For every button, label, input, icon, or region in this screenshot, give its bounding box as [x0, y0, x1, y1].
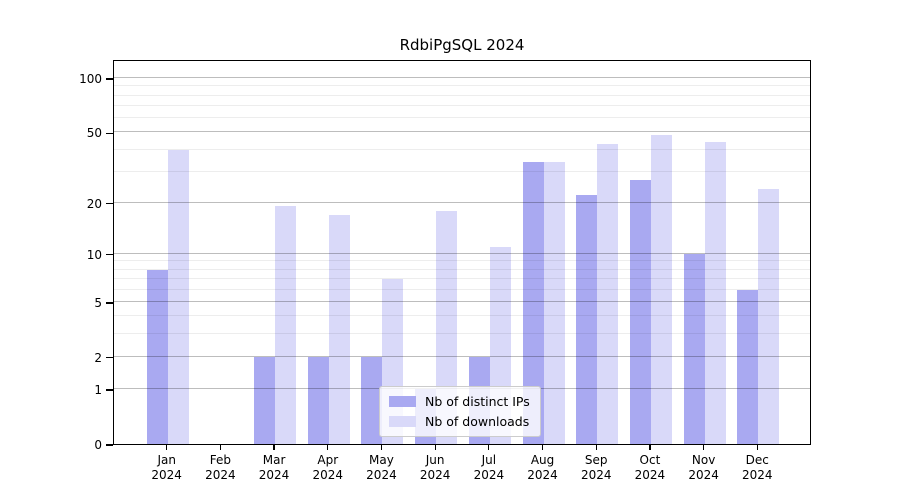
gridline-50 — [114, 131, 810, 133]
y-tick-mark — [106, 389, 113, 391]
x-tick-label-jun: Jun 2024 — [419, 453, 451, 482]
y-tick-mark — [106, 444, 113, 446]
y-tick-label-5: 5 — [94, 295, 102, 310]
y-tick-label-50: 50 — [86, 126, 102, 141]
x-tick-mark — [649, 445, 651, 450]
x-tick-mark — [541, 445, 544, 450]
x-tick-mark — [327, 445, 329, 450]
x-tick-mark — [219, 445, 221, 450]
legend: Nb of distinct IPs Nb of downloads — [379, 386, 541, 437]
y-tick-label-10: 10 — [86, 247, 102, 262]
legend-swatch-icon — [389, 396, 416, 407]
x-tick-label-nov: Nov 2024 — [688, 453, 719, 482]
y-tick-label-0: 0 — [94, 438, 102, 452]
x-tick-mark — [166, 445, 168, 450]
bar-dec-ips — [737, 289, 759, 444]
bar-nov-downloads — [704, 142, 726, 444]
bar-nov-ips — [683, 253, 705, 444]
x-tick-label-apr: Apr 2024 — [312, 453, 344, 482]
plot-area: Nb of distinct IPs Nb of downloads — [113, 60, 811, 445]
chart-title: RdbiPgSQL 2024 — [399, 36, 525, 54]
y-tick-label-1: 1 — [94, 383, 102, 398]
bar-oct-downloads — [650, 135, 672, 444]
x-tick-label-mar: Mar 2024 — [258, 453, 290, 482]
y-tick-mark — [106, 78, 113, 80]
bar-sep-downloads — [597, 143, 619, 444]
bar-may-ips — [361, 356, 383, 444]
legend-swatch-icon — [389, 416, 416, 427]
x-tick-mark — [434, 445, 436, 450]
x-tick-label-aug: Aug 2024 — [527, 453, 558, 482]
bar-aug-downloads — [543, 162, 565, 444]
bar-jun-downloads — [436, 210, 458, 444]
x-tick-label-feb: Feb 2024 — [205, 453, 236, 482]
x-tick-mark — [595, 445, 597, 450]
x-tick-label-oct: Oct 2024 — [634, 453, 666, 482]
x-tick-mark — [380, 445, 383, 450]
bar-mar-ips — [254, 356, 276, 444]
bar-sep-ips — [576, 195, 598, 444]
bar-mar-downloads — [275, 206, 297, 444]
gridline-80 — [114, 94, 810, 96]
gridline-100 — [114, 77, 810, 79]
x-tick-label-jan: Jan 2024 — [151, 453, 182, 482]
bar-jan-downloads — [167, 149, 189, 444]
y-tick-mark — [106, 302, 113, 304]
x-tick-mark — [756, 445, 758, 450]
x-tick-label-jul: Jul 2024 — [473, 453, 505, 482]
y-tick-mark — [106, 202, 113, 205]
legend-label: Nb of distinct IPs — [425, 394, 530, 409]
y-tick-label-100: 100 — [79, 72, 102, 87]
legend-item: Nb of downloads — [389, 414, 530, 429]
gridline-70 — [114, 104, 810, 106]
bar-dec-downloads — [758, 188, 780, 444]
bar-apr-ips — [307, 356, 329, 444]
bar-aug-ips — [522, 162, 544, 444]
bar-apr-downloads — [328, 214, 350, 444]
legend-item: Nb of distinct IPs — [389, 394, 530, 409]
x-tick-label-sep: Sep 2024 — [580, 453, 612, 482]
gridline-90 — [114, 85, 810, 87]
gridline-60 — [114, 117, 810, 119]
bar-jan-ips — [146, 269, 168, 444]
x-tick-mark — [703, 445, 705, 450]
y-tick-label-2: 2 — [94, 350, 102, 365]
x-tick-label-may: May 2024 — [366, 453, 397, 482]
y-tick-mark — [106, 254, 113, 256]
x-tick-mark — [273, 445, 275, 450]
x-tick-label-dec: Dec 2024 — [742, 453, 773, 482]
x-tick-mark — [488, 445, 490, 450]
y-tick-mark — [106, 357, 113, 359]
bar-oct-ips — [629, 179, 651, 444]
y-tick-label-20: 20 — [86, 196, 102, 211]
legend-label: Nb of downloads — [425, 414, 530, 429]
y-tick-mark — [106, 132, 113, 134]
